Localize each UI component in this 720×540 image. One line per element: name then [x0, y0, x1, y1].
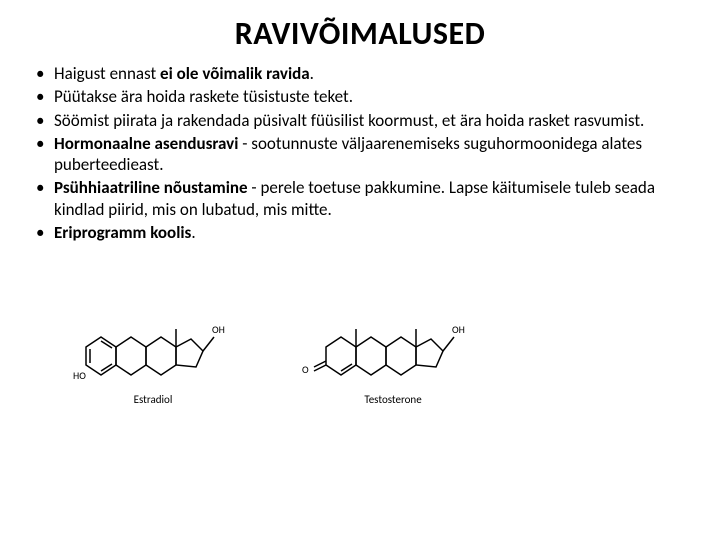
molecule-estradiol: HO OH Estradiol: [68, 267, 238, 406]
page-title: RAVIVÕIMALUSED: [28, 14, 692, 53]
list-item: Hormonaalne asendusravi - sootunnuste vä…: [32, 133, 692, 176]
svg-text:OH: OH: [452, 323, 465, 336]
list-item: Püütakse ära hoida raskete tüsistuste te…: [32, 86, 692, 107]
svg-text:OH: OH: [212, 323, 225, 336]
bullet-bold: Hormonaalne asendusravi: [54, 133, 238, 154]
testosterone-structure-icon: O OH: [298, 267, 488, 387]
bullet-bold: Eriprogramm koolis: [54, 222, 191, 243]
list-item: Eriprogramm koolis.: [32, 222, 692, 243]
molecule-label: Estradiol: [134, 393, 173, 406]
bullet-list: Haigust ennast ei ole võimalik ravida. P…: [28, 63, 692, 243]
molecules-row: HO OH Estradiol: [28, 267, 692, 406]
molecule-testosterone: O OH Testosterone: [298, 267, 488, 406]
svg-text:O: O: [302, 363, 309, 376]
bullet-bold: ei ole võimalik ravida: [160, 63, 310, 84]
bullet-bold: Psühhiaatriline nõustamine: [54, 177, 248, 198]
bullet-post: .: [191, 222, 195, 243]
svg-text:HO: HO: [73, 369, 86, 382]
bullet-pre: Söömist piirata ja rakendada püsivalt fü…: [54, 110, 644, 131]
bullet-pre: Püütakse ära hoida raskete tüsistuste te…: [54, 86, 353, 107]
list-item: Psühhiaatriline nõustamine - perele toet…: [32, 177, 692, 220]
bullet-pre: Haigust ennast: [54, 63, 160, 84]
list-item: Söömist piirata ja rakendada püsivalt fü…: [32, 110, 692, 131]
estradiol-structure-icon: HO OH: [68, 267, 238, 387]
molecule-label: Testosterone: [364, 393, 421, 406]
bullet-post: .: [310, 63, 314, 84]
list-item: Haigust ennast ei ole võimalik ravida.: [32, 63, 692, 84]
